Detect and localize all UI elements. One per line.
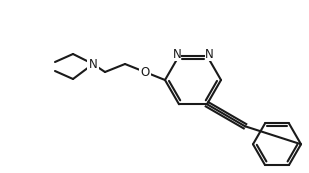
Text: N: N [205,48,214,61]
Text: N: N [173,48,181,61]
Text: N: N [89,57,97,71]
Text: O: O [140,66,150,79]
